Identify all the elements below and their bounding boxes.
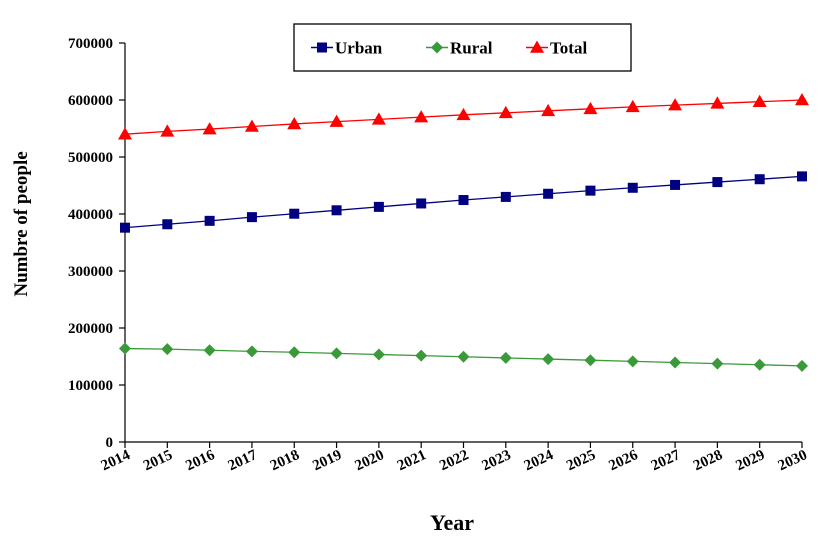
x-tick-label: 2018 [268,447,302,474]
x-tick-label: 2027 [649,447,683,474]
data-point-total [583,101,598,115]
x-tick-label: 2016 [183,447,217,474]
data-point-rural [372,348,385,361]
legend-item-rural: Rural [426,39,493,58]
series-rural [119,342,808,372]
x-tick-label: 2017 [226,447,260,474]
y-tick-label: 100000 [68,378,113,394]
legend-item-total: Total [526,39,587,58]
x-tick-label: 2028 [691,447,725,474]
data-point-rural [499,351,512,364]
data-point-total [118,127,132,140]
data-point-total [287,116,302,130]
data-point-total [541,103,556,117]
data-point-urban [162,219,173,230]
data-point-rural [203,344,216,357]
legend-label: Rural [450,39,493,58]
data-point-total [244,119,259,132]
data-point-total [668,98,683,111]
data-point-total [414,110,429,123]
axes: 0 100000 200000 300000 400000 500000 600000 700… [68,36,810,474]
x-tick-label: 2015 [141,447,175,474]
data-point-rural [415,349,428,362]
data-point-rural [245,345,258,358]
x-tick-label: 2019 [310,447,344,474]
x-tick-label: 2026 [606,447,640,474]
series-urban [120,171,807,233]
data-point-urban [416,198,427,209]
x-tick-label: 2023 [480,447,514,474]
data-point-urban [289,208,300,219]
data-point-urban [543,188,554,199]
x-tick-label: 2029 [733,447,767,474]
data-point-total [456,107,471,121]
legend-label: Total [550,39,587,58]
x-tick-label: 2014 [99,447,133,474]
legend: Urban Rural Total [293,23,632,72]
data-point-rural [669,356,682,369]
x-tick-label: 2021 [395,447,429,474]
series-total [118,93,809,140]
data-point-urban [458,195,469,206]
y-axis-title: Numbre of people [11,151,32,296]
data-point-total [371,112,386,125]
data-point-rural [711,357,724,370]
y-tick-label: 600000 [68,93,113,109]
data-point-urban [331,205,342,216]
data-point-rural [626,355,639,368]
data-point-urban [246,212,257,223]
data-point-urban [585,185,596,196]
legend-marker-urban [317,42,327,53]
y-tick-label: 0 [106,435,114,451]
data-point-total [202,122,217,135]
legend-marker-total [530,40,544,53]
data-point-rural [457,350,470,363]
x-tick-label: 2020 [353,447,387,474]
y-tick-label: 300000 [68,264,113,280]
legend-label: Urban [335,39,383,58]
legend-box [293,23,632,72]
y-tick-label: 500000 [68,150,113,166]
data-point-rural [584,354,597,367]
data-point-rural [542,353,555,366]
data-point-urban [120,222,130,233]
data-point-urban [670,179,681,190]
x-tick-label: 2024 [522,447,556,474]
data-point-urban [712,177,723,188]
data-point-total [752,94,767,107]
x-axis-title: Year [430,510,474,535]
data-point-total [160,124,175,137]
legend-marker-rural [431,41,443,54]
data-point-rural [796,359,808,372]
data-point-urban [627,182,638,193]
series-layer [118,93,809,372]
data-point-total [329,114,344,127]
data-point-total [498,105,513,119]
data-point-urban [797,171,807,182]
data-point-total [625,99,640,113]
data-point-urban [500,191,511,202]
data-point-total [795,93,809,106]
data-point-urban [204,215,215,226]
y-tick-label: 200000 [68,321,113,337]
data-point-rural [119,342,131,355]
x-tick-label: 2022 [437,447,471,474]
data-point-urban [754,174,765,185]
data-point-rural [161,343,174,356]
x-tick-label: 2030 [776,447,810,474]
y-tick-label: 400000 [68,207,113,223]
data-point-rural [288,346,301,359]
data-point-rural [330,347,343,360]
data-point-total [710,96,725,109]
y-tick-label: 700000 [68,36,113,52]
data-point-rural [753,358,766,371]
x-tick-label: 2025 [564,447,598,474]
legend-item-urban: Urban [311,39,383,58]
data-point-urban [373,201,384,212]
